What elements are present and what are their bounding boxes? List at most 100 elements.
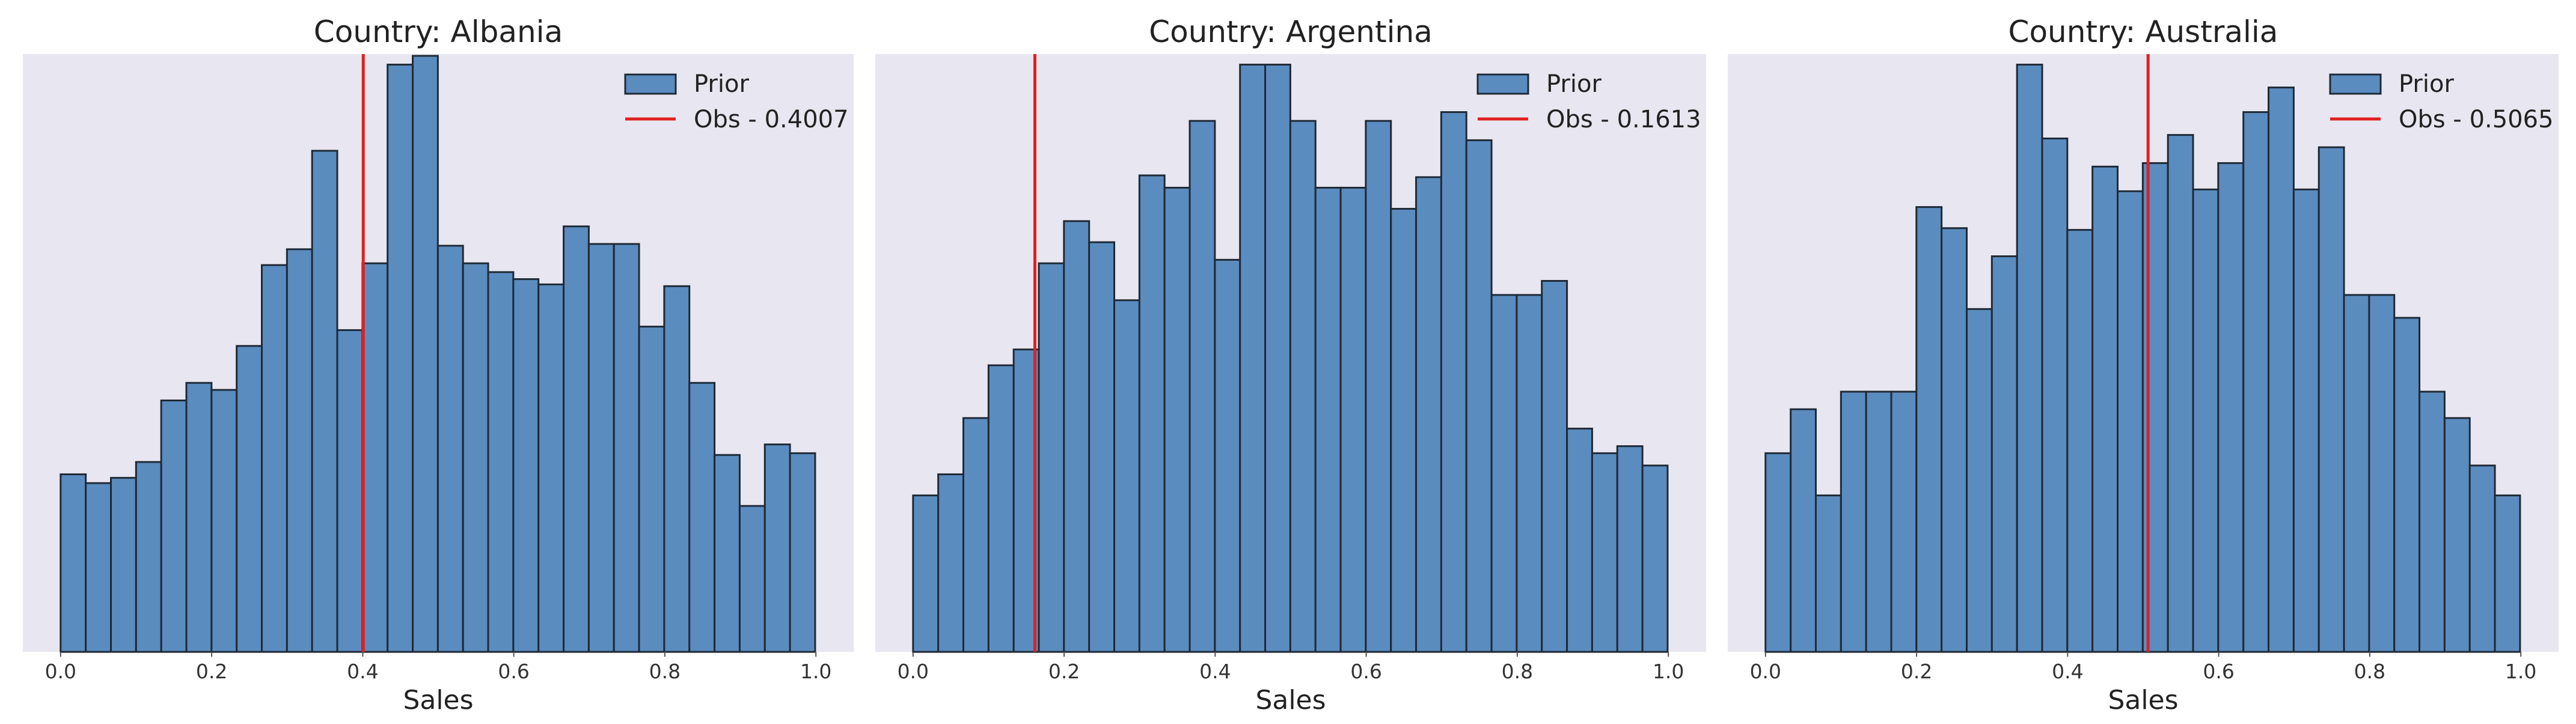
histogram-bar [2443, 417, 2471, 653]
legend-prior-swatch [2329, 73, 2382, 95]
legend: Prior Obs - 0.4007 [624, 70, 849, 133]
legend-obs-label: Obs - 0.1613 [1546, 106, 1701, 133]
histogram-bar [487, 271, 515, 653]
histogram-bar [663, 285, 691, 653]
histogram-bar [2418, 391, 2446, 653]
histogram-panel-3: 0.0 0.2 0.4 0.6 0.8 1.0 Country: Australia Sale… [1728, 14, 2559, 716]
x-tick-label: 0.0 [45, 660, 76, 683]
chart-title: Country: Argentina [1149, 14, 1433, 49]
legend-obs-label: Obs - 0.4007 [694, 106, 849, 133]
x-tick-label: 0.8 [1502, 660, 1533, 683]
histogram-bar [1038, 262, 1065, 653]
histogram-bar [387, 64, 414, 653]
histogram-bar [462, 262, 489, 653]
x-axis-label: Sales [2108, 685, 2178, 716]
x-tick-label: 0.2 [1901, 660, 1932, 683]
histogram-bar [2091, 165, 2119, 653]
histogram-bar [1088, 241, 1116, 653]
histogram-bar [210, 389, 238, 653]
histogram-bar [1915, 206, 1943, 653]
histogram-bar [738, 505, 766, 653]
x-tick-label: 0.2 [1048, 660, 1080, 683]
x-tick-label: 0.8 [649, 660, 681, 683]
x-axis-label: Sales [1255, 685, 1326, 716]
histogram-bar [2368, 294, 2396, 653]
histogram-bar [1189, 120, 1216, 653]
histogram-bar [1390, 208, 1418, 653]
histogram-bar [1365, 120, 1392, 653]
histogram-bar [60, 473, 87, 653]
legend-prior-label: Prior [1546, 70, 1602, 98]
histogram-bar [2317, 146, 2345, 653]
x-tick-label: 0.4 [1199, 660, 1231, 683]
histogram-bar [361, 262, 389, 653]
legend-obs-label: Obs - 0.5065 [2399, 106, 2554, 133]
histogram-bar [2117, 190, 2144, 653]
x-tick-label: 0.6 [2203, 660, 2234, 683]
histogram-bar [1163, 186, 1191, 653]
x-tick-label: 0.6 [498, 660, 529, 683]
histogram-bar [613, 243, 640, 653]
histogram-bar [1591, 452, 1618, 653]
histogram-bar [1138, 174, 1166, 653]
histogram-bar [1239, 64, 1267, 653]
histogram-bar [1566, 427, 1593, 653]
histogram-bar [789, 452, 816, 653]
histogram-bar [512, 278, 540, 653]
histogram-bar [2292, 188, 2320, 653]
x-tick-label: 0.6 [1350, 660, 1381, 683]
histogram-bar [1941, 227, 1968, 653]
x-tick-label: 0.2 [196, 660, 227, 683]
histogram-bar [2066, 229, 2094, 653]
histogram-bar [688, 382, 716, 653]
legend-prior-label: Prior [2399, 70, 2454, 98]
x-tick-label: 0.4 [2052, 660, 2083, 683]
histogram-bar [1990, 255, 2018, 653]
x-tick-label: 1.0 [1653, 660, 1684, 683]
histogram-bar [1516, 294, 1543, 653]
legend: Prior Obs - 0.1613 [1476, 70, 1701, 133]
histogram-panel-2: 0.0 0.2 0.4 0.6 0.8 1.0 Country: Argentina Sale… [875, 14, 1706, 716]
histogram-bar [1764, 452, 1792, 653]
histogram-bar [1063, 220, 1091, 653]
histogram-bar [2167, 134, 2194, 653]
legend-prior-swatch [624, 73, 677, 95]
histogram-bar [1289, 120, 1317, 653]
histogram-bar [2268, 87, 2295, 653]
x-axis-ticks: 0.0 0.2 0.4 0.6 0.8 1.0 [45, 652, 831, 683]
histogram-bar [987, 364, 1015, 653]
prior-bars [60, 55, 816, 653]
histogram-bar [2192, 188, 2220, 653]
histogram-bar [1541, 280, 1568, 653]
chart-title: Country: Albania [314, 14, 563, 49]
histogram-bar [1966, 308, 1993, 653]
x-axis-ticks: 0.0 0.2 0.4 0.6 0.8 1.0 [1750, 652, 2536, 683]
legend-prior-label: Prior [694, 70, 749, 98]
histogram-bar [1415, 176, 1442, 653]
chart-title: Country: Australia [2008, 14, 2278, 49]
histogram-bar [1339, 186, 1367, 653]
histogram-bar [563, 225, 590, 653]
histogram-bar [1790, 408, 1817, 653]
legend: Prior Obs - 0.5065 [2329, 70, 2554, 133]
histogram-bar [311, 150, 338, 653]
histogram-bar [135, 461, 162, 653]
histogram-bar [185, 382, 213, 653]
x-tick-label: 0.0 [898, 660, 929, 683]
histogram-bar [1865, 391, 1892, 653]
histogram-bar [1440, 111, 1467, 653]
legend-prior-swatch [1476, 73, 1529, 95]
x-tick-label: 1.0 [800, 660, 831, 683]
histogram-bar [2393, 317, 2421, 653]
histogram-bar [638, 326, 665, 653]
histogram-bar [160, 400, 188, 653]
histogram-bar [537, 283, 565, 653]
histogram-bar [1814, 494, 1842, 653]
histogram-bar [2242, 111, 2270, 653]
histogram-bar [2494, 494, 2521, 653]
histogram-bar [714, 454, 741, 653]
x-tick-label: 0.4 [347, 660, 378, 683]
histogram-bar [1616, 445, 1644, 653]
histogram-bar [2141, 162, 2169, 653]
